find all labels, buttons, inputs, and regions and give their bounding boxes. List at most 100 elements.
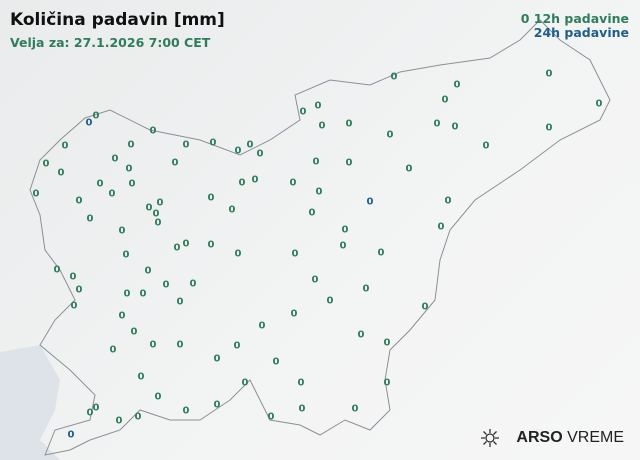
station-12h-value[interactable]: 0 bbox=[421, 301, 429, 313]
station-12h-value[interactable]: 0 bbox=[451, 121, 459, 133]
station-12h-value[interactable]: 0 bbox=[362, 283, 370, 295]
station-12h-value[interactable]: 0 bbox=[386, 129, 394, 141]
station-12h-value[interactable]: 0 bbox=[345, 157, 353, 169]
station-12h-value[interactable]: 0 bbox=[545, 122, 553, 134]
station-12h-value[interactable]: 0 bbox=[258, 320, 266, 332]
station-12h-value[interactable]: 0 bbox=[209, 137, 217, 149]
station-12h-value[interactable]: 0 bbox=[111, 153, 119, 165]
station-12h-value[interactable]: 0 bbox=[182, 405, 190, 417]
station-12h-value[interactable]: 0 bbox=[315, 186, 323, 198]
station-12h-value[interactable]: 0 bbox=[595, 98, 603, 110]
station-12h-value[interactable]: 0 bbox=[234, 145, 242, 157]
station-12h-value[interactable]: 0 bbox=[118, 310, 126, 322]
station-12h-value[interactable]: 0 bbox=[233, 340, 241, 352]
station-12h-value[interactable]: 0 bbox=[256, 148, 264, 160]
station-12h-value[interactable]: 0 bbox=[545, 68, 553, 80]
station-12h-value[interactable]: 0 bbox=[123, 288, 131, 300]
station-12h-value[interactable]: 0 bbox=[318, 120, 326, 132]
station-12h-value[interactable]: 0 bbox=[176, 339, 184, 351]
arso-logo[interactable]: ARSO VREME bbox=[480, 428, 624, 448]
station-12h-value[interactable]: 0 bbox=[173, 242, 181, 254]
station-12h-value[interactable]: 0 bbox=[444, 195, 452, 207]
station-12h-value[interactable]: 0 bbox=[127, 139, 135, 151]
station-12h-value[interactable]: 0 bbox=[383, 377, 391, 389]
station-12h-value[interactable]: 0 bbox=[246, 139, 254, 151]
station-12h-value[interactable]: 0 bbox=[289, 177, 297, 189]
station-12h-value[interactable]: 0 bbox=[482, 140, 490, 152]
station-12h-value[interactable]: 0 bbox=[109, 344, 117, 356]
station-12h-value[interactable]: 0 bbox=[341, 224, 349, 236]
station-12h-value[interactable]: 0 bbox=[125, 163, 133, 175]
station-12h-value[interactable]: 0 bbox=[171, 157, 179, 169]
station-12h-value[interactable]: 0 bbox=[69, 271, 77, 283]
station-12h-value[interactable]: 0 bbox=[291, 248, 299, 260]
station-12h-value[interactable]: 0 bbox=[234, 248, 242, 260]
station-12h-value[interactable]: 0 bbox=[272, 356, 280, 368]
station-12h-value[interactable]: 0 bbox=[311, 274, 319, 286]
station-12h-value[interactable]: 0 bbox=[130, 326, 138, 338]
station-12h-value[interactable]: 0 bbox=[154, 217, 162, 229]
station-12h-value[interactable]: 0 bbox=[92, 402, 100, 414]
station-12h-value[interactable]: 0 bbox=[251, 174, 259, 186]
station-12h-value[interactable]: 0 bbox=[122, 249, 130, 261]
station-12h-value[interactable]: 0 bbox=[339, 240, 347, 252]
station-24h-value[interactable]: 0 bbox=[67, 429, 75, 441]
station-12h-value[interactable]: 0 bbox=[241, 377, 249, 389]
station-12h-value[interactable]: 0 bbox=[267, 411, 275, 423]
station-12h-value[interactable]: 0 bbox=[314, 100, 322, 112]
station-12h-value[interactable]: 0 bbox=[290, 308, 298, 320]
station-12h-value[interactable]: 0 bbox=[108, 188, 116, 200]
station-12h-value[interactable]: 0 bbox=[299, 106, 307, 118]
station-12h-value[interactable]: 0 bbox=[213, 353, 221, 365]
station-12h-value[interactable]: 0 bbox=[128, 178, 136, 190]
station-12h-value[interactable]: 0 bbox=[149, 339, 157, 351]
station-12h-value[interactable]: 0 bbox=[312, 156, 320, 168]
station-12h-value[interactable]: 0 bbox=[207, 192, 215, 204]
station-12h-value[interactable]: 0 bbox=[228, 204, 236, 216]
station-12h-value[interactable]: 0 bbox=[297, 377, 305, 389]
station-12h-value[interactable]: 0 bbox=[298, 403, 306, 415]
station-12h-value[interactable]: 0 bbox=[345, 118, 353, 130]
station-24h-value[interactable]: 0 bbox=[85, 117, 93, 129]
station-12h-value[interactable]: 0 bbox=[405, 163, 413, 175]
station-12h-value[interactable]: 0 bbox=[86, 407, 94, 419]
station-12h-value[interactable]: 0 bbox=[326, 295, 334, 307]
station-12h-value[interactable]: 0 bbox=[75, 195, 83, 207]
station-12h-value[interactable]: 0 bbox=[207, 239, 215, 251]
station-12h-value[interactable]: 0 bbox=[134, 411, 142, 423]
station-12h-value[interactable]: 0 bbox=[118, 225, 126, 237]
station-12h-value[interactable]: 0 bbox=[61, 140, 69, 152]
station-12h-value[interactable]: 0 bbox=[57, 167, 65, 179]
station-12h-value[interactable]: 0 bbox=[377, 247, 385, 259]
station-12h-value[interactable]: 0 bbox=[189, 278, 197, 290]
station-12h-value[interactable]: 0 bbox=[308, 207, 316, 219]
station-12h-value[interactable]: 0 bbox=[139, 288, 147, 300]
station-12h-value[interactable]: 0 bbox=[53, 264, 61, 276]
station-12h-value[interactable]: 0 bbox=[156, 197, 164, 209]
station-12h-value[interactable]: 0 bbox=[162, 279, 170, 291]
station-12h-value[interactable]: 0 bbox=[453, 79, 461, 91]
station-12h-value[interactable]: 0 bbox=[390, 71, 398, 83]
station-12h-value[interactable]: 0 bbox=[32, 188, 40, 200]
station-12h-value[interactable]: 0 bbox=[182, 139, 190, 151]
station-12h-value[interactable]: 0 bbox=[357, 329, 365, 341]
station-12h-value[interactable]: 0 bbox=[137, 371, 145, 383]
station-12h-value[interactable]: 0 bbox=[238, 177, 246, 189]
station-12h-value[interactable]: 0 bbox=[145, 202, 153, 214]
station-24h-value[interactable]: 0 bbox=[366, 196, 374, 208]
station-12h-value[interactable]: 0 bbox=[115, 415, 123, 427]
station-12h-value[interactable]: 0 bbox=[86, 213, 94, 225]
station-12h-value[interactable]: 0 bbox=[144, 265, 152, 277]
station-12h-value[interactable]: 0 bbox=[213, 399, 221, 411]
station-12h-value[interactable]: 0 bbox=[70, 300, 78, 312]
station-12h-value[interactable]: 0 bbox=[152, 208, 160, 220]
station-12h-value[interactable]: 0 bbox=[92, 110, 100, 122]
station-12h-value[interactable]: 0 bbox=[441, 94, 449, 106]
station-12h-value[interactable]: 0 bbox=[176, 296, 184, 308]
station-12h-value[interactable]: 0 bbox=[42, 158, 50, 170]
station-12h-value[interactable]: 0 bbox=[149, 125, 157, 137]
station-12h-value[interactable]: 0 bbox=[383, 337, 391, 349]
station-12h-value[interactable]: 0 bbox=[351, 403, 359, 415]
station-12h-value[interactable]: 0 bbox=[433, 118, 441, 130]
